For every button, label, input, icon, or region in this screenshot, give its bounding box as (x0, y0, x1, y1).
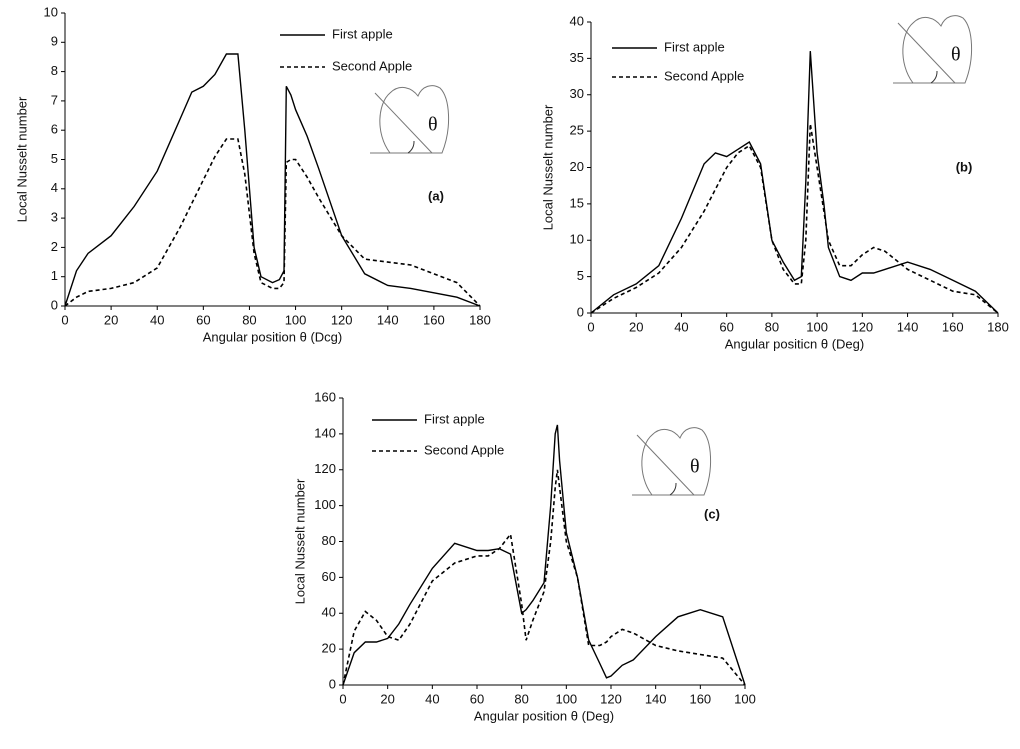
y-tick-label: 0 (329, 676, 336, 691)
angle-line (897, 22, 956, 84)
apple-outline (902, 15, 973, 84)
legend-label: First apple (424, 411, 485, 426)
legend-label: Second Apple (332, 58, 412, 73)
x-tick-label: 160 (689, 691, 711, 706)
x-tick-label: 20 (104, 312, 118, 327)
legend-label: First apple (664, 39, 725, 54)
x-tick-label: 60 (196, 312, 210, 327)
x-tick-label: 0 (339, 691, 346, 706)
y-tick-label: 0 (577, 304, 584, 319)
x-tick-label: 140 (645, 691, 667, 706)
inset-symbol: θ (690, 456, 700, 478)
x-tick-label: 80 (514, 691, 528, 706)
x-tick-label: 40 (425, 691, 439, 706)
x-tick-label: 20 (629, 319, 643, 334)
y-tick-label: 7 (51, 92, 58, 107)
legend-label: First apple (332, 26, 393, 41)
y-tick-label: 9 (51, 34, 58, 49)
x-axis-label: Angular position θ (Dcg) (203, 329, 342, 344)
x-tick-label: 120 (851, 319, 873, 334)
x-tick-label: 160 (942, 319, 964, 334)
apple-outline (379, 85, 450, 154)
x-tick-label: 100 (806, 319, 828, 334)
x-tick-label: 60 (470, 691, 484, 706)
x-axis-label: Angular position θ (Deg) (474, 708, 614, 723)
y-tick-label: 1 (51, 268, 58, 283)
angle-arc (407, 140, 415, 154)
apple-outline (641, 427, 712, 496)
y-tick-label: 2 (51, 239, 58, 254)
x-tick-label: 160 (423, 312, 445, 327)
angle-arc (930, 70, 938, 84)
y-axis-label: Local Nusselt number (14, 96, 29, 222)
angle-line (374, 92, 433, 154)
y-tick-label: 10 (44, 4, 58, 19)
inset-symbol: θ (428, 114, 438, 136)
x-tick-label: 80 (765, 319, 779, 334)
panel-label: (b) (956, 159, 973, 174)
apple-inset: θ (370, 85, 450, 154)
y-tick-label: 0 (51, 297, 58, 312)
x-tick-label: 180 (469, 312, 491, 327)
x-tick-label: 100 (555, 691, 577, 706)
x-tick-label: 100 (734, 691, 756, 706)
series-line (64, 53, 481, 307)
x-tick-label: 0 (587, 319, 594, 334)
series-line (590, 51, 999, 314)
y-tick-label: 20 (322, 641, 336, 656)
series-line (590, 123, 999, 314)
y-tick-label: 30 (570, 86, 584, 101)
x-tick-label: 80 (242, 312, 256, 327)
y-tick-label: 140 (314, 425, 336, 440)
panel-label: (a) (428, 188, 444, 203)
y-tick-label: 40 (322, 605, 336, 620)
x-tick-label: 120 (331, 312, 353, 327)
x-axis-label: Angular positicn θ (Deg) (725, 336, 864, 351)
angle-arc (669, 482, 677, 496)
series-line (342, 469, 746, 686)
x-tick-label: 140 (377, 312, 399, 327)
y-axis-label: Local Nusselt number (292, 478, 307, 604)
legend-label: Second Apple (664, 68, 744, 83)
y-tick-label: 100 (314, 497, 336, 512)
x-tick-label: 120 (600, 691, 622, 706)
y-tick-label: 8 (51, 63, 58, 78)
x-tick-label: 180 (987, 319, 1009, 334)
y-tick-label: 15 (570, 195, 584, 210)
y-tick-label: 35 (570, 50, 584, 65)
panel-label: (c) (704, 506, 720, 521)
y-tick-label: 4 (51, 180, 58, 195)
apple-inset: θ (632, 427, 712, 496)
y-tick-label: 160 (314, 389, 336, 404)
x-tick-label: 60 (719, 319, 733, 334)
legend-label: Second Apple (424, 442, 504, 457)
series-line (342, 424, 746, 686)
y-tick-label: 25 (570, 123, 584, 138)
y-tick-label: 60 (322, 569, 336, 584)
y-tick-label: 6 (51, 122, 58, 137)
x-tick-label: 0 (61, 312, 68, 327)
y-tick-label: 20 (570, 159, 584, 174)
apple-inset: θ (893, 15, 973, 84)
y-tick-label: 10 (570, 232, 584, 247)
y-tick-label: 120 (314, 461, 336, 476)
x-tick-label: 20 (380, 691, 394, 706)
series-line (64, 138, 481, 307)
x-tick-label: 140 (897, 319, 919, 334)
y-axis-label: Local Nusselt number (540, 104, 555, 230)
x-tick-label: 100 (285, 312, 307, 327)
angle-line (636, 434, 695, 496)
inset-symbol: θ (951, 44, 961, 66)
y-tick-label: 40 (570, 13, 584, 28)
x-tick-label: 40 (150, 312, 164, 327)
y-tick-label: 5 (51, 151, 58, 166)
x-tick-label: 40 (674, 319, 688, 334)
y-tick-label: 3 (51, 210, 58, 225)
y-tick-label: 5 (577, 268, 584, 283)
y-tick-label: 80 (322, 533, 336, 548)
